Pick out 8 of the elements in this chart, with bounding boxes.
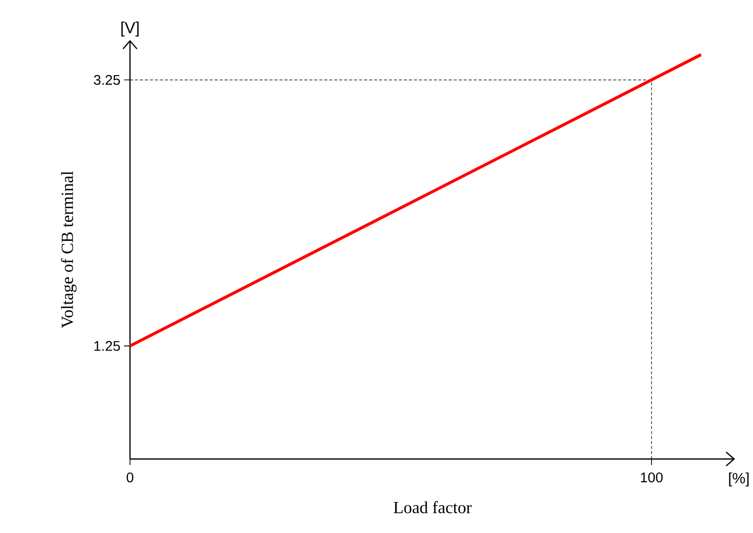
text: [V] — [121, 22, 139, 36]
text: [%] — [729, 472, 749, 486]
x-tick-label: 100 — [640, 472, 663, 482]
x-axis-title: Load factor — [394, 501, 472, 514]
y-axis-title: Voltage of CB terminal — [60, 171, 77, 328]
y-tick-label: 3.25 — [94, 74, 120, 85]
y-tick-label: 1.25 — [94, 340, 120, 351]
x-tick-label: 0 — [126, 472, 134, 482]
